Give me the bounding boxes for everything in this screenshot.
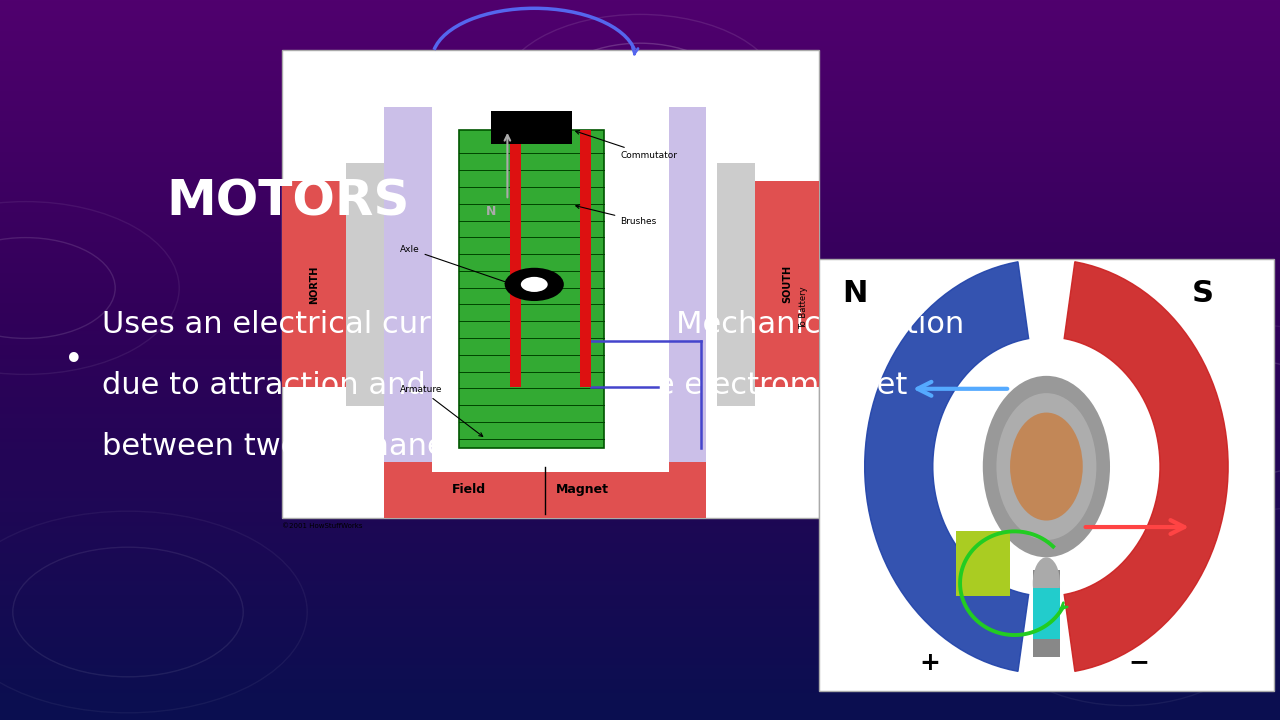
Text: +: + — [919, 651, 940, 675]
Bar — [384, 107, 707, 472]
Ellipse shape — [996, 393, 1097, 540]
Bar — [384, 462, 707, 518]
Bar — [1033, 570, 1060, 657]
Circle shape — [504, 268, 563, 301]
Bar — [282, 50, 819, 518]
Circle shape — [521, 277, 548, 292]
Bar — [956, 531, 1010, 596]
Bar — [460, 130, 604, 448]
Bar — [282, 181, 346, 387]
Text: Armature: Armature — [399, 385, 483, 436]
Bar — [492, 112, 572, 144]
Bar — [819, 259, 1274, 691]
Text: N: N — [486, 204, 497, 218]
Text: •: • — [64, 343, 83, 377]
Text: Axle: Axle — [399, 245, 509, 284]
Text: Uses an electrical current to produce Mechanical motion: Uses an electrical current to produce Me… — [102, 310, 965, 338]
Text: MOTORS: MOTORS — [166, 178, 410, 225]
Ellipse shape — [983, 376, 1110, 557]
Bar — [580, 130, 591, 387]
Polygon shape — [1064, 262, 1228, 671]
Ellipse shape — [1033, 557, 1060, 609]
Bar — [1033, 588, 1060, 639]
Text: N: N — [842, 279, 868, 308]
Bar — [717, 163, 755, 406]
Text: S: S — [1192, 279, 1213, 308]
Ellipse shape — [1010, 413, 1083, 521]
Text: ©2001 HowStuffWorks: ©2001 HowStuffWorks — [282, 523, 362, 528]
Text: SOUTH: SOUTH — [782, 266, 792, 303]
Text: due to attraction and repulsion of the electromagnet: due to attraction and repulsion of the e… — [102, 371, 908, 400]
Text: between two permanent magnets.: between two permanent magnets. — [102, 432, 631, 461]
Polygon shape — [865, 262, 1029, 671]
Text: Commutator: Commutator — [576, 130, 677, 160]
Text: NORTH: NORTH — [308, 265, 319, 304]
Text: Brushes: Brushes — [576, 205, 657, 225]
Text: Field: Field — [452, 482, 486, 495]
Bar — [509, 130, 521, 387]
Text: Magnet: Magnet — [556, 482, 609, 495]
Bar — [433, 107, 668, 472]
Bar — [346, 163, 384, 406]
Text: −: − — [1128, 651, 1149, 675]
Text: To Battery: To Battery — [799, 287, 808, 329]
Bar — [755, 181, 819, 387]
